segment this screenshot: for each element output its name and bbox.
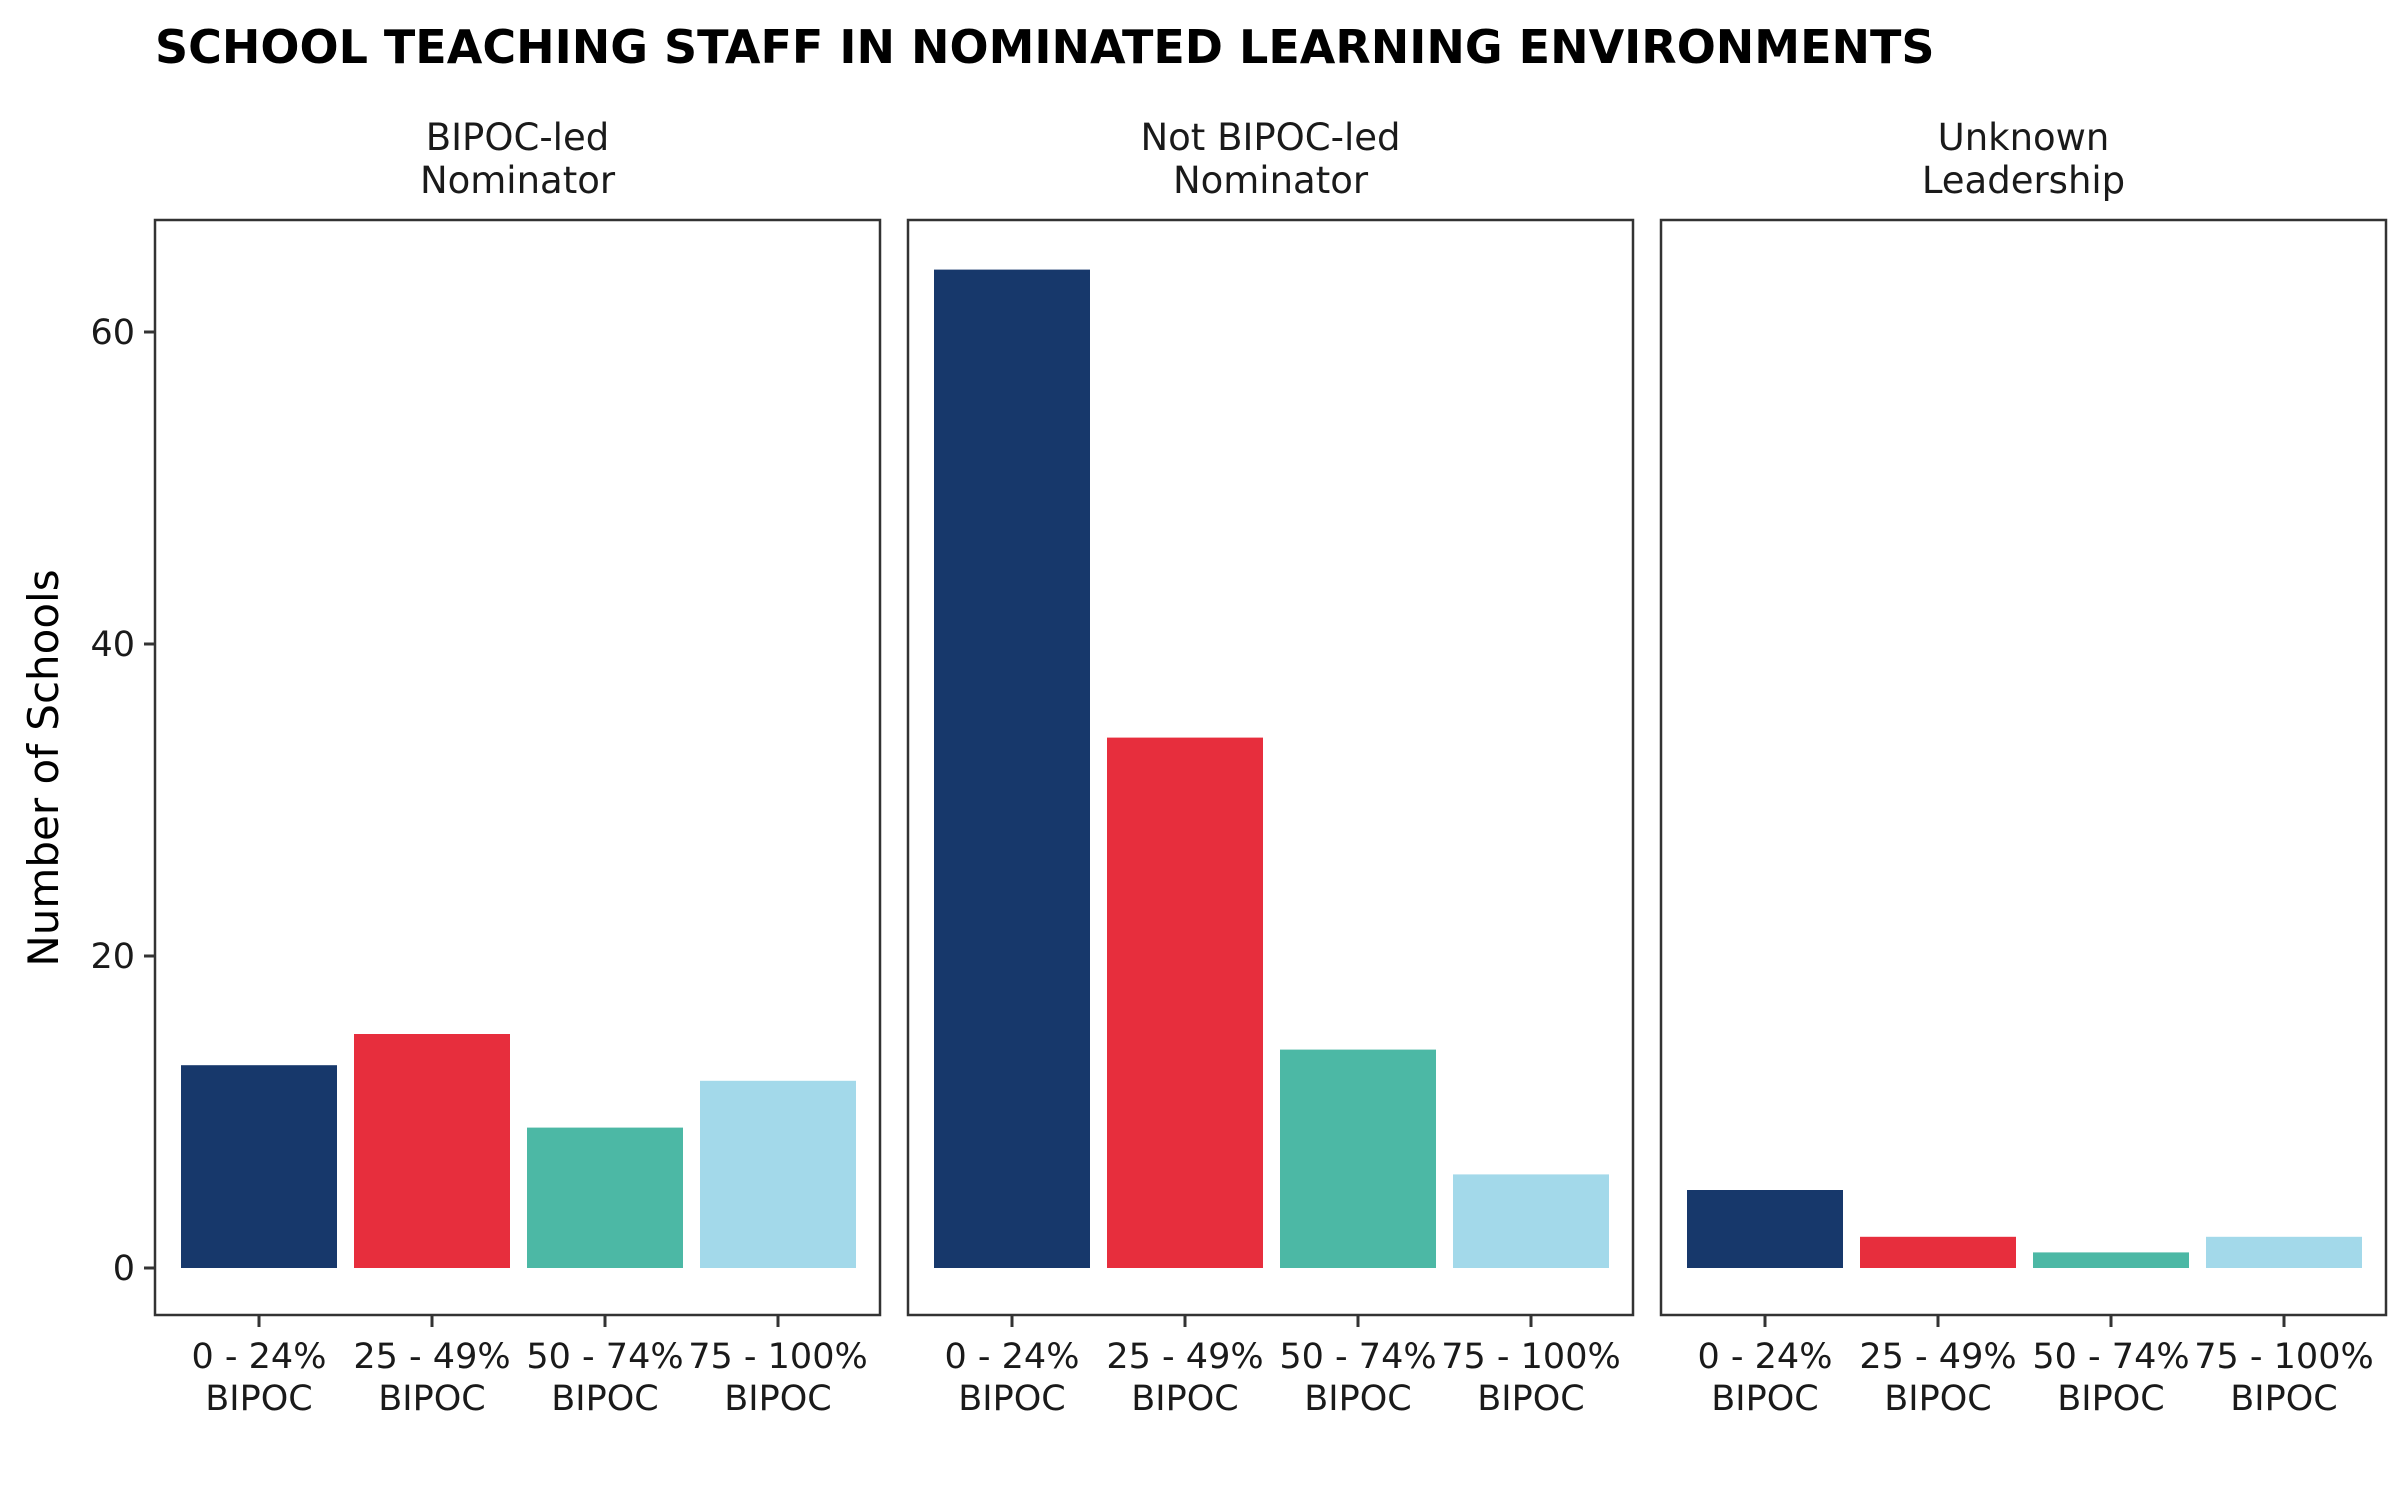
panel-strip-line: Leadership <box>1922 159 2125 202</box>
x-tick-label: 0 - 24% BIPOC <box>945 1337 1080 1419</box>
x-tick-label-line: BIPOC <box>1131 1379 1238 1419</box>
x-tick-label: 0 - 24% BIPOC <box>1698 1337 1833 1419</box>
panel-strip-line: Not BIPOC-led <box>1140 116 1400 159</box>
bar <box>1107 737 1263 1268</box>
y-tick-label: 40 <box>90 625 135 665</box>
x-tick-label-line: 25 - 49% <box>1106 1337 1263 1377</box>
panel-frame <box>906 218 1635 1317</box>
x-tick-label-line: 50 - 74% <box>1279 1337 1436 1377</box>
x-tick-label-line: BIPOC <box>1304 1379 1411 1419</box>
bar <box>1860 1236 2016 1268</box>
x-tick-label-line: 75 - 100% <box>2194 1337 2373 1377</box>
x-tick-label-line: 25 - 49% <box>353 1337 510 1377</box>
x-tick-label: 75 - 100% BIPOC <box>688 1337 867 1419</box>
y-tick-label: 60 <box>90 313 135 353</box>
x-tick-label-line: BIPOC <box>1884 1379 1991 1419</box>
bar <box>1687 1190 1843 1268</box>
x-tick-label-line: 25 - 49% <box>1859 1337 2016 1377</box>
x-tick-label: 75 - 100% BIPOC <box>2194 1337 2373 1419</box>
bar <box>700 1080 856 1268</box>
panel-strip-line: Unknown <box>1938 116 2110 159</box>
x-tick-label: 25 - 49% BIPOC <box>1106 1337 1263 1419</box>
x-tick-label-line: BIPOC <box>1711 1379 1818 1419</box>
x-tick-label: 75 - 100% BIPOC <box>1441 1337 1620 1419</box>
x-tick-label: 25 - 49% BIPOC <box>353 1337 510 1419</box>
panel-strip-line: Nominator <box>420 159 616 202</box>
panel-strip-label: Not BIPOC-led Nominator <box>1140 116 1400 202</box>
x-tick-label-line: BIPOC <box>378 1379 485 1419</box>
x-tick-label-line: BIPOC <box>2057 1379 2164 1419</box>
chart-title: SCHOOL TEACHING STAFF IN NOMINATED LEARN… <box>155 20 1935 74</box>
x-tick-label-line: 50 - 74% <box>2032 1337 2189 1377</box>
x-tick-label: 25 - 49% BIPOC <box>1859 1337 2016 1419</box>
bar <box>1280 1049 1436 1268</box>
bar <box>181 1065 337 1268</box>
x-tick-label-line: BIPOC <box>724 1379 831 1419</box>
bar <box>354 1034 510 1268</box>
panel-strip-label: BIPOC-led Nominator <box>420 116 616 202</box>
bar <box>2033 1252 2189 1268</box>
x-tick-label: 0 - 24% BIPOC <box>192 1337 327 1419</box>
x-tick-label: 50 - 74% BIPOC <box>1279 1337 1436 1419</box>
y-tick-label: 0 <box>113 1249 135 1289</box>
panel-strip-line: Nominator <box>1173 159 1369 202</box>
x-tick-label-line: 0 - 24% <box>945 1337 1080 1377</box>
x-tick-label-line: 0 - 24% <box>1698 1337 1833 1377</box>
panel-strip-line: BIPOC-led <box>426 116 609 159</box>
bar <box>934 269 1090 1269</box>
bar <box>527 1127 683 1268</box>
panel-frame <box>1659 218 2388 1317</box>
x-tick-label-line: BIPOC <box>551 1379 658 1419</box>
x-tick-label-line: 0 - 24% <box>192 1337 327 1377</box>
x-tick-label: 50 - 74% BIPOC <box>2032 1337 2189 1419</box>
x-tick-label: 50 - 74% BIPOC <box>526 1337 683 1419</box>
x-tick-label-line: BIPOC <box>2230 1379 2337 1419</box>
panel-strip-label: Unknown Leadership <box>1922 116 2125 202</box>
x-tick-label-line: BIPOC <box>205 1379 312 1419</box>
y-axis: 0 20 40 60 <box>90 313 155 1289</box>
x-tick-label-line: 75 - 100% <box>688 1337 867 1377</box>
x-tick-label-line: BIPOC <box>1477 1379 1584 1419</box>
panel-frame <box>153 218 882 1317</box>
y-axis-label: Number of Schools <box>19 569 68 966</box>
bar <box>1453 1174 1609 1268</box>
bar <box>2206 1236 2362 1268</box>
y-tick-label: 20 <box>90 937 135 977</box>
x-tick-label-line: 50 - 74% <box>526 1337 683 1377</box>
x-tick-label-line: BIPOC <box>958 1379 1065 1419</box>
x-tick-label-line: 75 - 100% <box>1441 1337 1620 1377</box>
